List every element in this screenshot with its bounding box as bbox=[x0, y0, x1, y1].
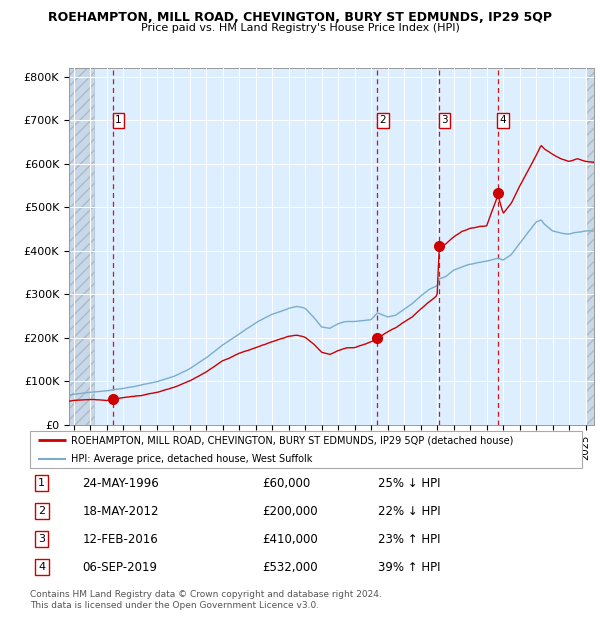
Text: £60,000: £60,000 bbox=[262, 477, 310, 490]
Text: 12-FEB-2016: 12-FEB-2016 bbox=[82, 533, 158, 546]
Bar bbox=[586, 68, 594, 425]
Text: 2: 2 bbox=[379, 115, 386, 125]
Text: ROEHAMPTON, MILL ROAD, CHEVINGTON, BURY ST EDMUNDS, IP29 5QP: ROEHAMPTON, MILL ROAD, CHEVINGTON, BURY … bbox=[48, 11, 552, 24]
FancyBboxPatch shape bbox=[30, 431, 582, 468]
Text: £410,000: £410,000 bbox=[262, 533, 317, 546]
Text: Price paid vs. HM Land Registry's House Price Index (HPI): Price paid vs. HM Land Registry's House … bbox=[140, 23, 460, 33]
Bar bbox=[69, 68, 94, 425]
Bar bbox=[69, 68, 94, 425]
Text: 22% ↓ HPI: 22% ↓ HPI bbox=[378, 505, 440, 518]
Text: 2: 2 bbox=[38, 507, 46, 516]
Text: 23% ↑ HPI: 23% ↑ HPI bbox=[378, 533, 440, 546]
Text: 25% ↓ HPI: 25% ↓ HPI bbox=[378, 477, 440, 490]
Text: 39% ↑ HPI: 39% ↑ HPI bbox=[378, 560, 440, 574]
Text: 4: 4 bbox=[38, 562, 46, 572]
Text: 24-MAY-1996: 24-MAY-1996 bbox=[82, 477, 159, 490]
Text: Contains HM Land Registry data © Crown copyright and database right 2024.
This d: Contains HM Land Registry data © Crown c… bbox=[30, 590, 382, 609]
Text: 1: 1 bbox=[115, 115, 122, 125]
Text: £200,000: £200,000 bbox=[262, 505, 317, 518]
Text: HPI: Average price, detached house, West Suffolk: HPI: Average price, detached house, West… bbox=[71, 454, 313, 464]
Text: 06-SEP-2019: 06-SEP-2019 bbox=[82, 560, 157, 574]
Text: £532,000: £532,000 bbox=[262, 560, 317, 574]
Text: ROEHAMPTON, MILL ROAD, CHEVINGTON, BURY ST EDMUNDS, IP29 5QP (detached house): ROEHAMPTON, MILL ROAD, CHEVINGTON, BURY … bbox=[71, 435, 514, 445]
Text: 1: 1 bbox=[38, 478, 45, 489]
Bar bbox=[586, 68, 594, 425]
Text: 3: 3 bbox=[38, 534, 45, 544]
Text: 18-MAY-2012: 18-MAY-2012 bbox=[82, 505, 159, 518]
Text: 3: 3 bbox=[441, 115, 448, 125]
Text: 4: 4 bbox=[500, 115, 506, 125]
